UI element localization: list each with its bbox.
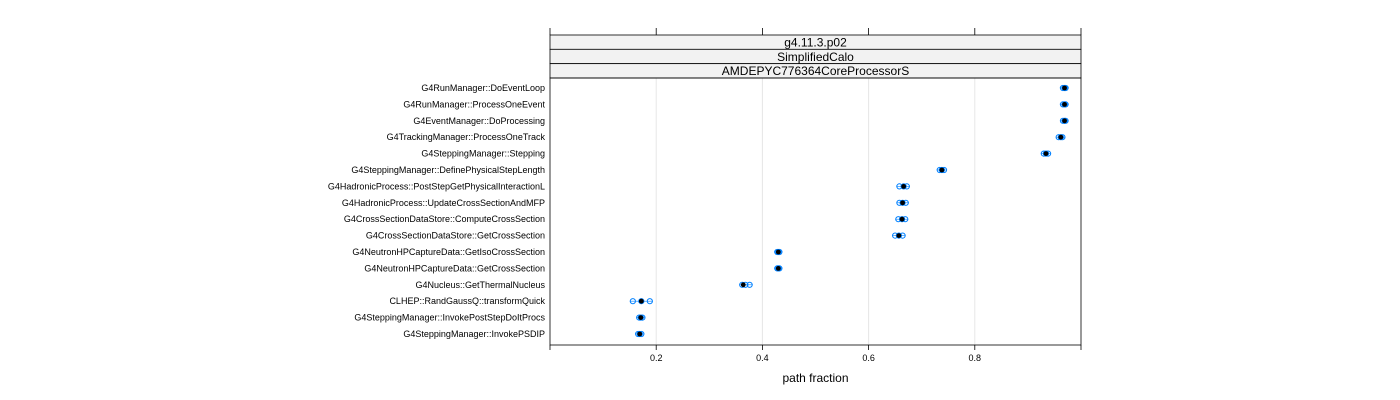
median-point xyxy=(740,282,746,288)
data-point xyxy=(646,298,653,305)
median-point xyxy=(1058,134,1064,140)
median-point xyxy=(775,249,781,255)
plot-panel xyxy=(549,77,1082,346)
x-tick-label: 0.8 xyxy=(969,353,982,363)
data-point xyxy=(629,298,636,305)
category-label: CLHEP::RandGaussQ::transformQuick xyxy=(389,296,545,306)
strip-label-benchmark: SimplifiedCalo xyxy=(777,50,854,64)
median-point xyxy=(775,266,781,271)
category-label: G4SteppingManager::InvokePSDIP xyxy=(403,329,545,339)
data-point xyxy=(900,183,907,190)
median-point xyxy=(1062,118,1067,124)
median-point xyxy=(1043,151,1049,157)
median-point xyxy=(899,216,905,222)
x-tick-label: 0.2 xyxy=(650,353,663,363)
median-point xyxy=(1062,102,1067,107)
x-axis-title: path fraction xyxy=(782,371,848,385)
strip-label-cpu: AMDEPYC776364CoreProcessorS xyxy=(722,64,909,78)
x-tick-label: 0.4 xyxy=(756,353,769,363)
data-point xyxy=(898,216,906,223)
category-label: G4SteppingManager::InvokePostStepDoItPro… xyxy=(354,313,545,323)
median-point xyxy=(900,200,905,206)
median-point xyxy=(638,315,644,320)
category-label: G4RunManager::ProcessOneEvent xyxy=(403,99,545,109)
data-point xyxy=(1042,150,1050,157)
data-point xyxy=(638,298,645,305)
grid-lines xyxy=(655,78,976,345)
median-point xyxy=(638,298,644,304)
category-label: G4CrossSectionDataStore::GetCrossSection xyxy=(366,231,545,241)
data-point xyxy=(746,281,753,288)
category-label: G4SteppingManager::Stepping xyxy=(421,149,545,159)
strip-label-version: g4.11.3.p02 xyxy=(784,36,847,50)
data-point xyxy=(899,199,906,206)
category-label: G4EventManager::DoProcessing xyxy=(413,116,545,126)
x-tick-label: 0.6 xyxy=(862,353,875,363)
data-points xyxy=(629,84,1069,338)
category-label: G4HadronicProcess::UpdateCrossSectionAnd… xyxy=(342,198,545,208)
median-point xyxy=(901,184,907,189)
median-point xyxy=(1062,85,1067,91)
axis-ticks: 0.2 0.4 0.6 0.8 xyxy=(549,28,1082,363)
category-label: G4Nucleus::GetThermalNucleus xyxy=(415,280,545,290)
data-point xyxy=(938,166,945,174)
category-label: G4NeutronHPCaptureData::GetCrossSection xyxy=(364,263,545,273)
median-point xyxy=(896,233,902,239)
category-label: G4NeutronHPCaptureData::GetIsoCrossSecti… xyxy=(352,247,545,257)
median-point xyxy=(939,167,945,173)
category-label: G4HadronicProcess::PostStepGetPhysicalIn… xyxy=(328,181,545,191)
category-label: G4TrackingManager::ProcessOneTrack xyxy=(387,132,546,142)
category-label: G4RunManager::DoEventLoop xyxy=(421,83,545,93)
category-label: G4SteppingManager::DefinePhysicalStepLen… xyxy=(351,165,545,175)
category-label: G4CrossSectionDataStore::ComputeCrossSec… xyxy=(344,214,545,224)
median-point xyxy=(637,331,643,337)
data-point xyxy=(895,232,902,239)
category-labels: G4RunManager::DoEventLoopG4RunManager::P… xyxy=(328,83,546,339)
strip-headers: g4.11.3.p02 SimplifiedCalo AMDEPYC776364… xyxy=(549,34,1082,79)
